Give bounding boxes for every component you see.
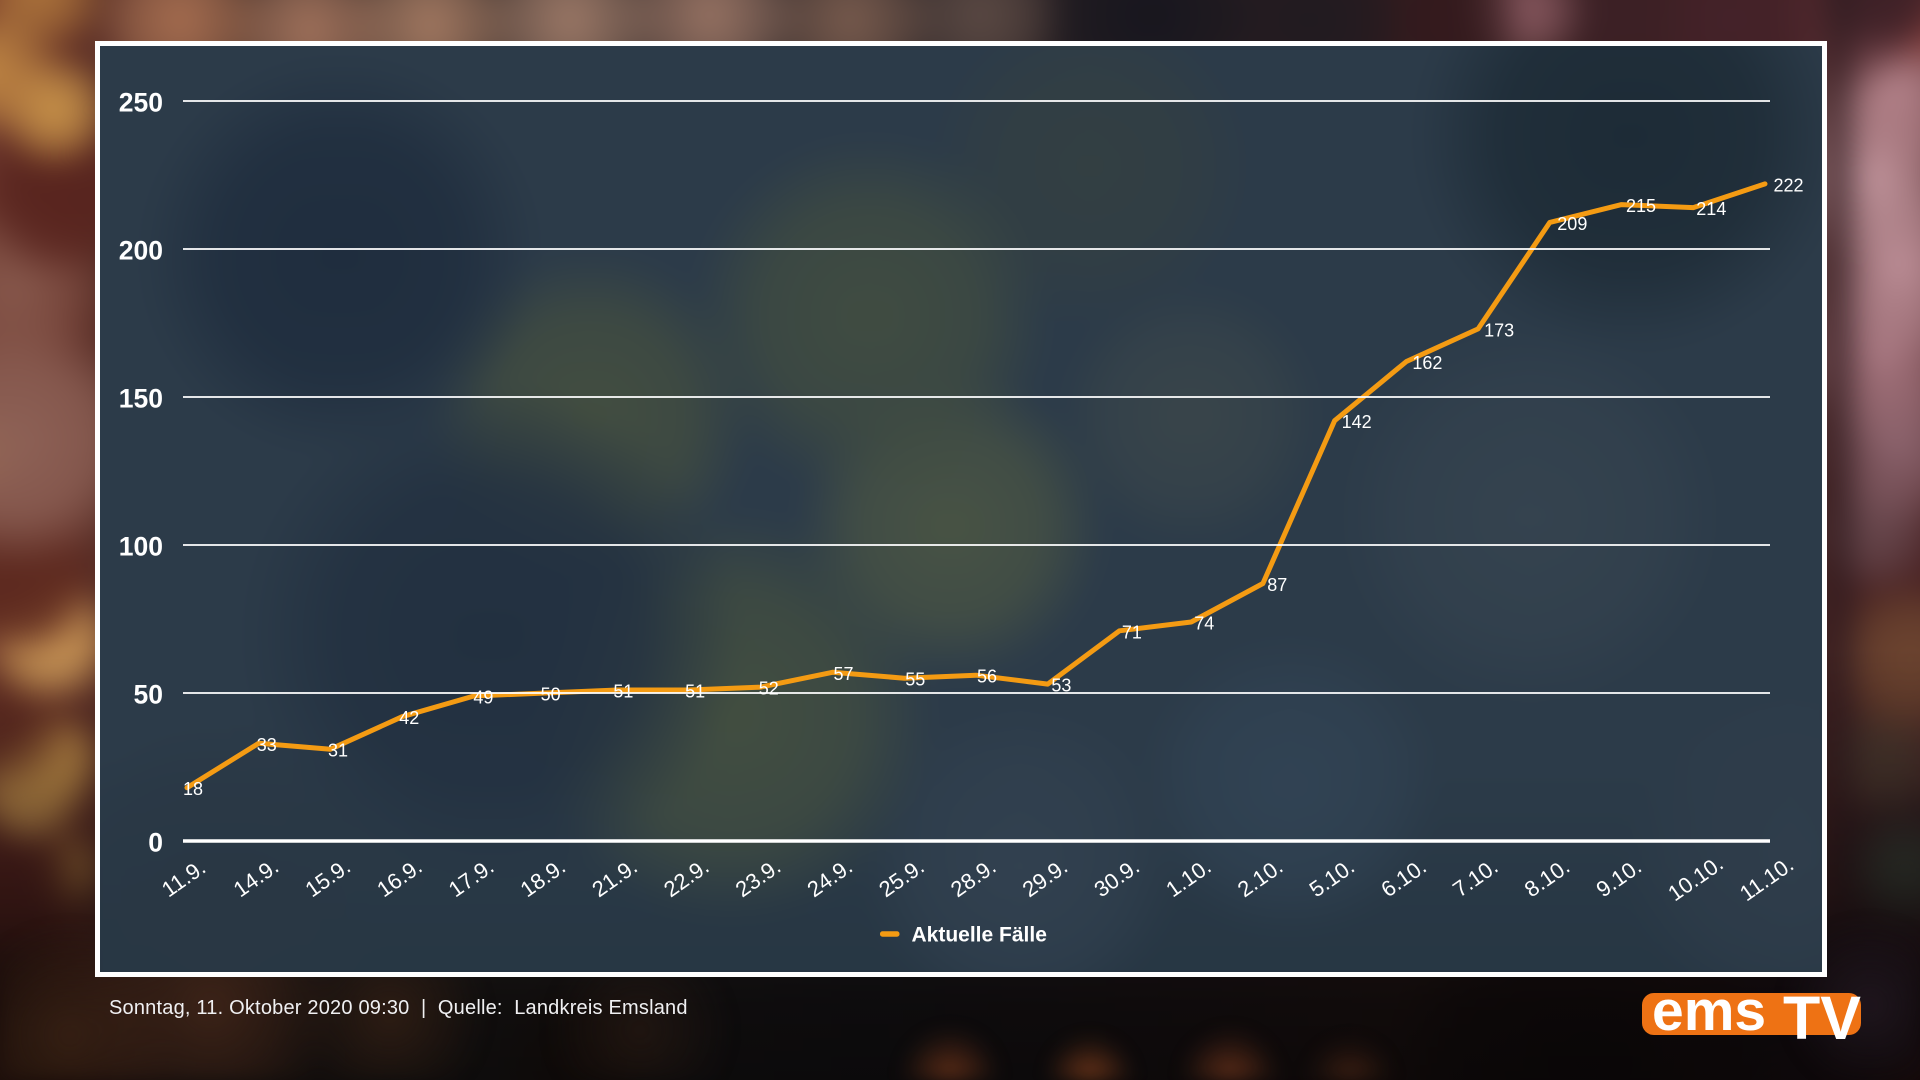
svg-text:22.9.: 22.9.: [659, 854, 713, 903]
svg-text:52: 52: [759, 679, 779, 699]
svg-text:215: 215: [1626, 196, 1656, 216]
svg-text:17.9.: 17.9.: [444, 854, 498, 903]
svg-text:150: 150: [119, 384, 163, 414]
svg-text:87: 87: [1267, 575, 1287, 595]
svg-text:1.10.: 1.10.: [1161, 854, 1215, 903]
svg-text:18: 18: [183, 779, 203, 799]
svg-text:42: 42: [399, 708, 419, 728]
svg-text:71: 71: [1122, 622, 1142, 642]
svg-text:30.9.: 30.9.: [1090, 854, 1144, 903]
svg-text:173: 173: [1484, 320, 1514, 340]
svg-text:33: 33: [257, 735, 277, 755]
svg-text:100: 100: [119, 532, 163, 562]
svg-text:7.10.: 7.10.: [1448, 854, 1502, 903]
svg-text:50: 50: [541, 685, 561, 705]
svg-text:11.10.: 11.10.: [1735, 851, 1798, 906]
svg-text:51: 51: [685, 682, 705, 702]
svg-text:23.9.: 23.9.: [731, 854, 785, 903]
svg-text:50: 50: [134, 680, 163, 710]
svg-text:222: 222: [1774, 175, 1804, 195]
svg-text:142: 142: [1342, 412, 1372, 432]
svg-text:9.10.: 9.10.: [1592, 854, 1646, 903]
svg-text:0: 0: [148, 828, 163, 858]
svg-text:29.9.: 29.9.: [1018, 854, 1072, 903]
svg-text:209: 209: [1557, 214, 1587, 234]
svg-text:53: 53: [1051, 676, 1071, 696]
svg-text:200: 200: [119, 236, 163, 266]
svg-text:162: 162: [1412, 353, 1442, 373]
svg-text:8.10.: 8.10.: [1520, 854, 1574, 903]
svg-text:55: 55: [905, 670, 925, 690]
svg-text:10.10.: 10.10.: [1663, 851, 1727, 907]
svg-text:2.10.: 2.10.: [1233, 854, 1287, 903]
svg-text:56: 56: [977, 667, 997, 687]
svg-text:24.9.: 24.9.: [803, 854, 857, 903]
svg-text:51: 51: [613, 682, 633, 702]
svg-text:25.9.: 25.9.: [874, 854, 928, 903]
svg-text:6.10.: 6.10.: [1376, 854, 1430, 903]
svg-text:28.9.: 28.9.: [946, 854, 1000, 903]
svg-text:Aktuelle Fälle: Aktuelle Fälle: [912, 924, 1047, 947]
svg-text:57: 57: [834, 664, 854, 684]
svg-text:11.9.: 11.9.: [157, 854, 210, 902]
svg-text:16.9.: 16.9.: [372, 854, 426, 903]
svg-text:214: 214: [1696, 199, 1726, 219]
svg-text:49: 49: [473, 688, 493, 708]
svg-text:31: 31: [328, 741, 348, 761]
svg-text:74: 74: [1194, 614, 1214, 634]
svg-text:250: 250: [119, 88, 163, 118]
svg-text:5.10.: 5.10.: [1305, 854, 1359, 903]
svg-text:18.9.: 18.9.: [516, 854, 570, 903]
svg-text:15.9.: 15.9.: [301, 854, 355, 903]
svg-text:21.9.: 21.9.: [587, 854, 641, 903]
svg-text:14.9.: 14.9.: [229, 854, 283, 903]
